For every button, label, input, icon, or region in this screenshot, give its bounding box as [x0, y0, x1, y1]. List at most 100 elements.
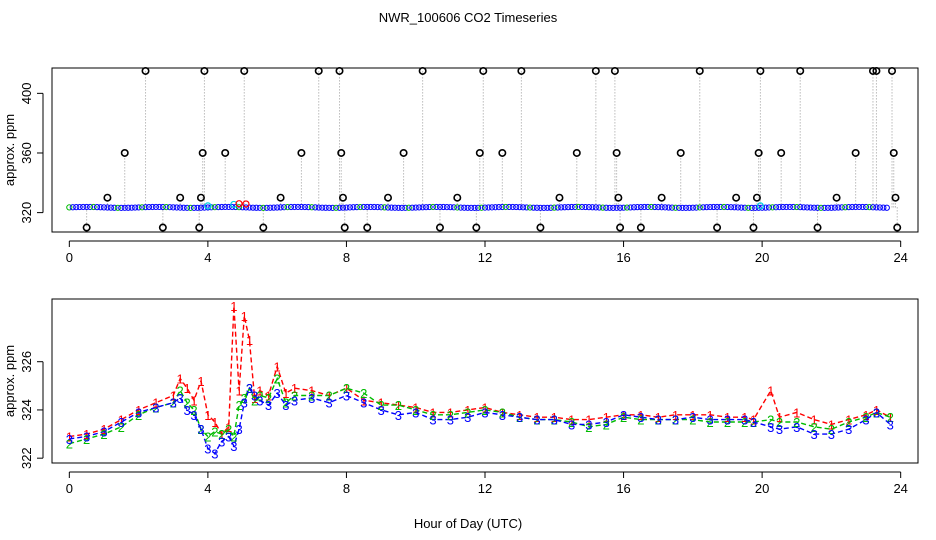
- baseline-point: [187, 204, 194, 211]
- baseline-point: [346, 204, 354, 211]
- series-2-marker: 2: [887, 410, 894, 425]
- baseline-point: [319, 204, 326, 211]
- spike-point: [851, 148, 860, 157]
- baseline-point: [308, 204, 315, 211]
- series-2-marker: 2: [447, 408, 454, 423]
- series-2-marker: 2: [412, 403, 419, 418]
- baseline-point: [246, 204, 253, 211]
- baseline-point: [374, 204, 381, 211]
- baseline-point: [471, 204, 478, 211]
- baseline-point: [423, 204, 430, 211]
- series-1-marker: 1: [360, 393, 367, 408]
- baseline-point: [686, 204, 693, 211]
- baseline-point: [817, 204, 825, 211]
- baseline-point: [454, 204, 461, 211]
- series-2-line: [69, 376, 891, 445]
- series-3-marker: 3: [516, 410, 523, 425]
- spike-point: [610, 66, 619, 75]
- baseline-point: [222, 203, 229, 211]
- series-3-marker: 3: [533, 413, 540, 428]
- baseline-point: [66, 204, 73, 211]
- baseline-point: [883, 204, 890, 211]
- series-2-marker: 2: [655, 413, 662, 428]
- baseline-point: [561, 204, 568, 211]
- spike-point: [363, 223, 372, 232]
- series-2-marker: 2: [620, 410, 627, 425]
- series-2-marker: 2: [793, 415, 800, 430]
- series-3-marker: 3: [395, 408, 402, 423]
- baseline-point: [440, 203, 447, 211]
- spike-point: [752, 193, 761, 202]
- spike-point: [479, 66, 488, 75]
- baseline-point: [263, 204, 270, 211]
- spike-point: [756, 66, 765, 75]
- baseline-point: [679, 204, 686, 211]
- series-3-marker: 3: [225, 429, 232, 444]
- series-2-marker: 2: [274, 372, 281, 387]
- series-2-marker: 2: [326, 388, 333, 403]
- spike-point: [141, 66, 150, 75]
- spike-point: [158, 223, 167, 232]
- series-3-marker: 3: [135, 405, 142, 420]
- series-3-marker: 3: [265, 398, 272, 413]
- baseline-point: [312, 204, 319, 211]
- baseline-point: [741, 204, 748, 211]
- spike-point: [399, 148, 408, 157]
- series-3-marker: 3: [707, 413, 714, 428]
- series-1-marker: 1: [190, 393, 197, 408]
- baseline-point: [516, 204, 523, 211]
- baseline-point: [842, 204, 849, 211]
- series-2-marker: 2: [516, 410, 523, 425]
- spike-point: [657, 193, 666, 202]
- series-1-marker: 1: [230, 299, 237, 314]
- highlight-point: [230, 200, 238, 209]
- series-2-marker: 2: [481, 403, 488, 418]
- series-3-marker: 3: [873, 405, 880, 420]
- baseline-point: [159, 203, 166, 211]
- spike-point: [695, 66, 704, 75]
- baseline-point: [655, 204, 662, 211]
- baseline-point: [551, 204, 558, 211]
- spike-point: [198, 148, 207, 157]
- series-2-marker: 2: [251, 393, 258, 408]
- series-2-marker: 2: [845, 415, 852, 430]
- x-tick-label: 16: [616, 250, 630, 265]
- baseline-point: [132, 204, 139, 211]
- y-tick-label: 326: [19, 351, 34, 373]
- baseline-point: [419, 204, 426, 211]
- series-2-marker: 2: [377, 398, 384, 413]
- series-2-marker: 2: [230, 429, 237, 444]
- series-2-marker: 2: [360, 386, 367, 401]
- series-2-marker: 2: [66, 437, 73, 452]
- x-tick-label: 20: [755, 481, 769, 496]
- bottom-x-axis-label: Hour of Day (UTC): [414, 516, 522, 531]
- baseline-point: [87, 203, 94, 211]
- spike-point: [103, 193, 112, 202]
- baseline-point: [637, 203, 644, 211]
- series-3-marker: 3: [750, 415, 757, 430]
- baseline-point: [388, 204, 395, 211]
- series-3-marker: 3: [204, 442, 211, 457]
- series-2-marker: 2: [707, 415, 714, 430]
- baseline-point: [332, 204, 340, 211]
- baseline-point: [377, 204, 385, 211]
- baseline-point: [814, 204, 821, 211]
- baseline-point: [835, 204, 842, 211]
- series-3-marker: 3: [689, 410, 696, 425]
- series-3-marker: 3: [741, 413, 748, 428]
- series-3-marker: 3: [241, 396, 248, 411]
- x-tick-label: 12: [478, 481, 492, 496]
- baseline-point: [845, 204, 852, 211]
- spike-point: [616, 223, 625, 232]
- x-tick-label: 0: [66, 250, 73, 265]
- series-3-marker: 3: [100, 425, 107, 440]
- series-1-marker: 1: [377, 396, 384, 411]
- series-2-marker: 2: [170, 396, 177, 411]
- baseline-point: [755, 204, 762, 211]
- series-3-marker: 3: [360, 396, 367, 411]
- baseline-point: [765, 204, 773, 211]
- series-3-marker: 3: [291, 393, 298, 408]
- series-3-marker: 3: [230, 439, 237, 454]
- baseline-point: [464, 204, 471, 211]
- series-1-marker: 1: [603, 410, 610, 425]
